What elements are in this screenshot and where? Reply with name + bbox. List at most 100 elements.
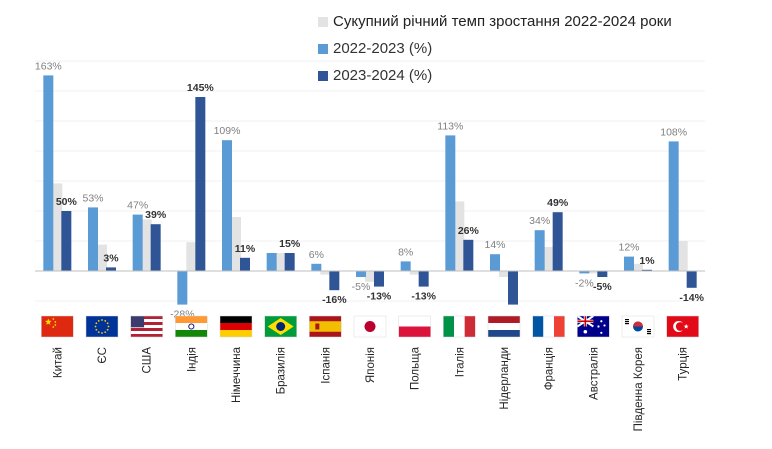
legend-swatch-cagr — [318, 16, 328, 27]
bar-2022-2023-spain — [311, 263, 322, 271]
poland-flag — [398, 315, 431, 338]
value-label-2023-2024-australia: -5% — [593, 281, 612, 293]
bar-2022-2023-france — [534, 230, 545, 271]
value-label-2022-2023-australia: -2% — [575, 277, 594, 289]
south-korea-flag — [621, 315, 655, 338]
bar-2023-2024-france — [552, 212, 563, 271]
india-flag — [175, 315, 208, 338]
bar-2023-2024-spain — [329, 271, 340, 291]
value-label-2022-2023-germany: 109% — [214, 125, 241, 137]
bar-2022-2023-italy — [445, 135, 456, 271]
value-label-2022-2023-china: 163% — [35, 60, 62, 72]
bar-2022-2023-india — [177, 271, 188, 305]
bar-cagr-germany — [231, 217, 241, 271]
legend-label-2023-2024: 2023-2024 (%) — [333, 67, 433, 84]
bar-2022-2023-turkey — [668, 141, 679, 271]
bar-2022-2023-netherlands — [490, 254, 500, 271]
value-label-2023-2024-germany: 11% — [235, 243, 256, 255]
bar-2023-2024-italy — [463, 239, 474, 271]
value-label-2022-2023-italy: 113% — [437, 120, 463, 132]
australia-flag — [576, 315, 610, 338]
flags — [41, 315, 699, 338]
bar-cagr-brazil — [275, 253, 286, 271]
italy-flag — [443, 315, 476, 338]
bar-2023-2024-usa — [150, 224, 161, 271]
category-label-poland: Польща — [410, 346, 422, 390]
category-labels: Китай ЄС США Індія Німеччина Бразилія Іспанія Я… — [52, 346, 689, 431]
category-label-turkey: Турція — [678, 347, 690, 381]
bar-2023-2024-australia — [597, 271, 608, 277]
category-label-brazil: Бразилія — [276, 347, 288, 394]
bar-cagr-india — [186, 242, 197, 271]
legend-label-cagr: Сукупний річний темп зростання 2022-2024… — [333, 13, 672, 30]
eu-flag — [85, 315, 119, 338]
category-label-south-korea: Південна Корея — [633, 347, 645, 431]
legend-swatch-2022-2023 — [318, 43, 328, 54]
turkey-flag — [666, 315, 699, 338]
category-label-spain: Іспанія — [320, 347, 332, 384]
value-label-2023-2024-japan: -13% — [367, 291, 392, 303]
bar-2023-2024-poland — [418, 271, 429, 287]
bar-cagr-poland — [409, 271, 420, 275]
bar-2022-2023-brazil — [266, 253, 277, 271]
value-label-2023-2024-china: 50% — [56, 196, 78, 208]
bar-2023-2024-germany — [240, 257, 250, 271]
value-label-2023-2024-italy: 26% — [458, 225, 480, 237]
value-label-2023-2024-south-korea: 1% — [639, 255, 655, 267]
value-labels: 163%50% 53%3%47%39%-28%145%109%11% 15%6%-1… — [35, 60, 705, 320]
value-label-2022-2023-japan: -5% — [352, 281, 371, 293]
category-label-eu: ЄС — [97, 347, 109, 364]
bar-2023-2024-china — [61, 211, 72, 271]
category-label-netherlands: Нідерланди — [499, 347, 511, 410]
bar-2022-2023-eu — [88, 207, 98, 271]
category-label-italy: Італія — [454, 347, 466, 377]
bar-2023-2024-eu — [106, 267, 116, 271]
bar-2022-2023-usa — [132, 214, 143, 271]
bar-2022-2023-germany — [222, 140, 232, 271]
category-label-usa: США — [142, 347, 154, 374]
bar-cagr-eu — [97, 244, 107, 271]
value-label-2023-2024-eu: 3% — [103, 252, 119, 264]
china-flag — [41, 315, 74, 338]
bar-2023-2024-turkey — [686, 271, 697, 288]
germany-flag — [219, 315, 253, 338]
bar-2022-2023-poland — [400, 261, 411, 271]
bar-2022-2023-china — [43, 75, 54, 272]
bars — [43, 75, 697, 305]
legend-swatch-2023-2024 — [318, 70, 328, 81]
value-label-2023-2024-spain: -16% — [322, 294, 347, 306]
value-label-2023-2024-usa: 39% — [145, 209, 167, 221]
bar-cagr-china — [52, 183, 63, 271]
legend-label-2022-2023: 2022-2023 (%) — [333, 40, 433, 57]
value-label-2022-2023-south-korea: 12% — [618, 242, 639, 254]
legend-item-cagr: Сукупний річний темп зростання 2022-2024… — [318, 8, 672, 35]
bar-2023-2024-south-korea — [642, 269, 652, 271]
legend: Сукупний річний темп зростання 2022-2024… — [318, 8, 672, 89]
value-label-2022-2023-usa: 47% — [127, 200, 148, 212]
legend-item-2022-2023: 2022-2023 (%) — [318, 35, 672, 62]
bar-cagr-south-korea — [633, 263, 643, 271]
bar-2022-2023-australia — [579, 271, 590, 274]
bar-cagr-italy — [454, 201, 465, 271]
netherlands-flag — [487, 315, 521, 338]
category-label-china: Китай — [52, 347, 64, 378]
japan-flag — [353, 315, 387, 338]
value-label-2022-2023-turkey: 108% — [660, 126, 687, 138]
value-label-2022-2023-netherlands: 14% — [484, 239, 505, 251]
bar-2022-2023-japan — [356, 271, 366, 277]
value-label-2023-2024-brazil: 15% — [279, 238, 301, 250]
category-label-australia: Австралія — [588, 347, 600, 400]
spain-flag — [309, 315, 342, 338]
bar-2022-2023-south-korea — [624, 256, 634, 271]
bar-2023-2024-netherlands — [508, 271, 518, 305]
bar-cagr-spain — [320, 271, 331, 275]
value-label-2023-2024-france: 49% — [547, 197, 569, 209]
bar-2023-2024-japan — [374, 271, 384, 287]
category-label-germany: Німеччина — [231, 346, 243, 403]
value-label-2022-2023-eu: 53% — [82, 192, 103, 204]
value-label-2022-2023-france: 34% — [529, 215, 550, 227]
value-label-2023-2024-poland: -13% — [411, 291, 436, 303]
france-flag — [532, 315, 565, 338]
bar-cagr-turkey — [677, 241, 688, 271]
